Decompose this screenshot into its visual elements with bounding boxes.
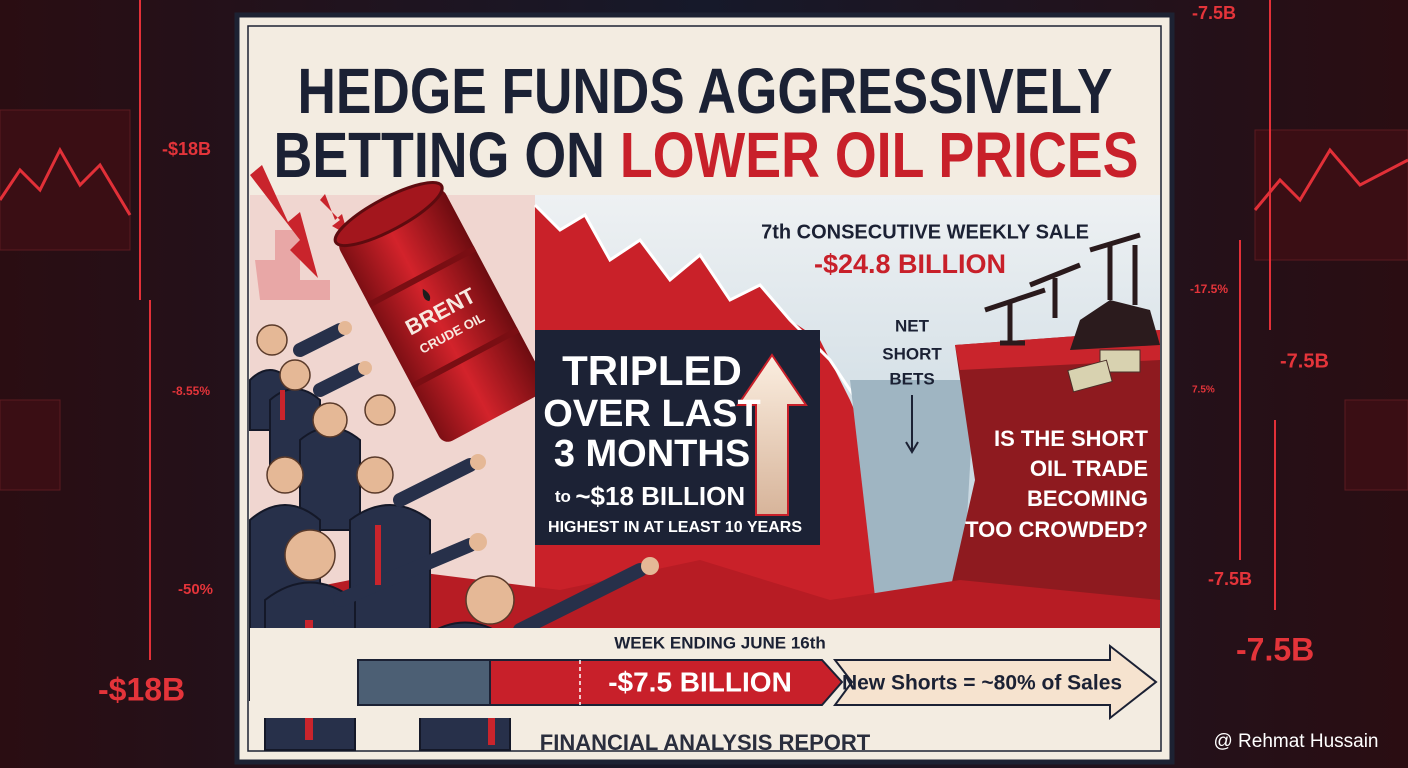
tripled-prefix: to [555,487,571,506]
bg-label: -7.5B [1208,569,1252,589]
background-screens [0,0,1408,660]
new-shorts-note: New Shorts = ~80% of Sales [842,672,1122,695]
weekly-sale-amount: -$24.8 BILLION [814,249,1006,279]
bg-label: -17.5% [1190,282,1228,296]
panel-inner-border [247,25,1162,752]
new-shorts-arrow [832,643,1158,721]
up-arrow [736,353,808,516]
tripled-target: to ~$18 BILLION [555,481,745,511]
net-short-line: SHORT [882,344,942,363]
week-amount: -$7.5 BILLION [608,666,792,697]
bg-label: -$18B [98,671,185,707]
tripled-line: TRIPLED [562,347,742,394]
bg-label: -7.5B [1280,350,1329,372]
title-line: HEDGE FUNDS AGGRESSIVELY [298,55,1113,127]
tripled-note: HIGHEST IN AT LEAST 10 YEARS [548,519,802,536]
bg-label: -7.5B [1236,631,1314,667]
net-short-line: NET [895,316,930,335]
tripled-amount: ~$18 BILLION [575,481,745,511]
tripled-line: 3 MONTHS [554,433,750,475]
question-line: OIL TRADE [1030,456,1148,481]
footer-label: FINANCIAL ANALYSIS REPORT [540,730,871,755]
question-line: IS THE SHORT [994,426,1149,451]
bg-label: -50% [178,581,213,598]
bg-label: 7.5% [1192,385,1215,396]
title-line: BETTING ON LOWER OIL PRICES [274,119,1139,191]
title-part: BETTING ON [274,119,605,191]
watermark: @ Rehmat Hussain [1213,731,1378,752]
week-bar-base [357,659,491,706]
bg-label: -$18B [162,139,211,159]
question-line: TOO CROWDED? [965,517,1148,542]
bg-label: -8.55% [172,384,210,398]
week-bar-amount-arrow [489,659,844,706]
bg-label: -7.5B [1192,3,1236,23]
title-highlight: LOWER OIL PRICES [620,119,1139,191]
week-caption: WEEK ENDING JUNE 16th [614,633,826,652]
question-line: BECOMING [1027,486,1148,511]
weekly-sale-label: 7th CONSECUTIVE WEEKLY SALE [761,221,1089,243]
tripled-line: OVER LAST [543,393,760,435]
net-short-arrow [905,395,919,454]
net-short-line: BETS [889,369,934,388]
